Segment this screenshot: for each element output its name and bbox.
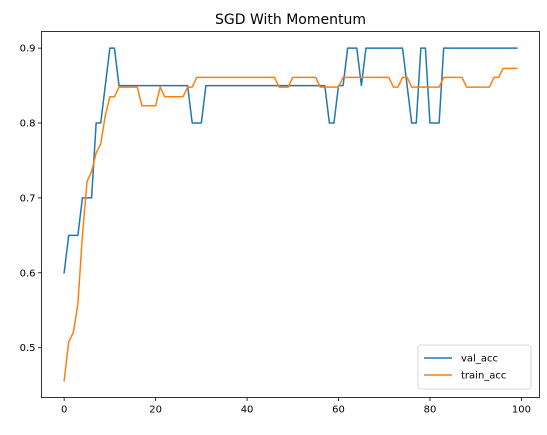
x-tick-label: 60: [332, 405, 345, 416]
axes-layer: 0 20 40 60 80 100 0.5 0.6 0.7 0.8 0.9: [20, 31, 540, 416]
series-line-val_acc: [63, 47, 518, 274]
x-tick-label: 80: [424, 405, 437, 416]
series-line-train_acc: [63, 67, 518, 382]
x-tick-label: 40: [241, 405, 254, 416]
legend-label-val_acc: val_acc: [461, 354, 498, 365]
y-tick-label: 0.5: [20, 343, 36, 354]
x-tick-label: 100: [512, 405, 531, 416]
chart-title: SGD With Momentum: [215, 12, 366, 28]
y-tick-label: 0.8: [20, 119, 36, 130]
y-tick-label: 0.6: [20, 268, 36, 279]
x-tick-label: 0: [61, 405, 67, 416]
y-tick-label: 0.9: [20, 44, 36, 55]
series-layer: [63, 47, 518, 382]
axes-frame: [41, 31, 540, 398]
x-tick-label: 20: [149, 405, 162, 416]
legend-label-train_acc: train_acc: [461, 371, 506, 382]
legend-box: [417, 344, 532, 390]
legend: val_acc train_acc: [417, 344, 532, 390]
y-tick-label: 0.7: [20, 193, 36, 204]
plot-area: [41, 31, 540, 398]
